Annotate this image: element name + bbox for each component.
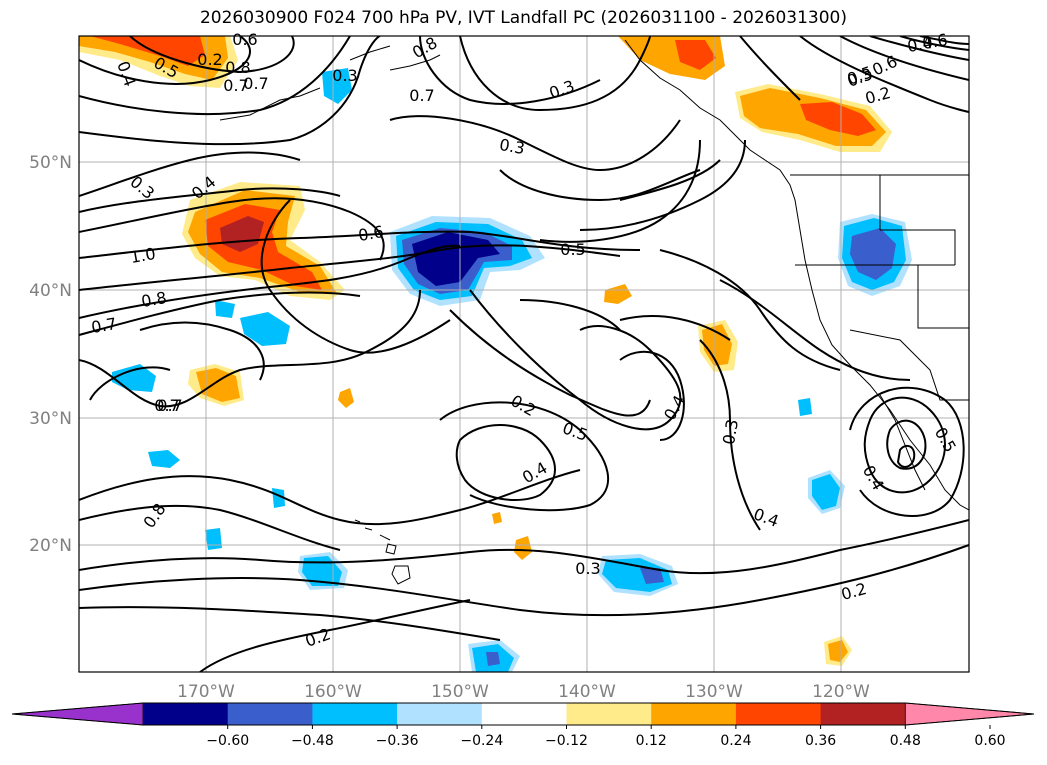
colorbar-segment — [820, 703, 906, 725]
lon-label: 170°W — [177, 682, 235, 702]
contour-label: 0.3 — [332, 66, 357, 85]
contour-label: 0.7 — [409, 86, 434, 105]
contour-label: 0.2 — [197, 50, 222, 69]
colorbar: −0.60 −0.48 −0.36 −0.24 −0.12 0.12 0.24 0.36 0.4… — [11, 702, 1035, 749]
colorbar-tick-label: −0.12 — [545, 733, 588, 749]
graticule — [79, 36, 969, 672]
map-frame — [78, 35, 970, 673]
lat-label: 20°N — [29, 536, 72, 556]
colorbar-segment — [312, 703, 398, 725]
contour-label: 0.6 — [232, 30, 257, 49]
colorbar-tick-label: −0.60 — [206, 733, 249, 749]
lon-label: 160°W — [304, 682, 362, 702]
colorbar-segment — [566, 703, 652, 725]
contour-label: 0.7 — [243, 74, 268, 93]
contour-label: 0.6 — [357, 222, 385, 245]
contour-label: 0.7 — [223, 76, 248, 95]
colorbar-segment — [735, 703, 822, 725]
lon-label: 140°W — [558, 682, 616, 702]
colorbar-tick-label: 0.36 — [805, 733, 836, 749]
contour-label: 0.3 — [575, 559, 600, 578]
contour-label: 0.7 — [90, 314, 118, 337]
contour-label: 0.4 — [906, 33, 934, 56]
lat-label: 40°N — [29, 281, 72, 301]
contour-label: 0.8 — [225, 58, 250, 77]
map-title: 2026030900 F024 700 hPa PV, IVT Landfall… — [199, 8, 847, 28]
colorbar-segment — [227, 703, 313, 725]
lon-axis: 170°W 160°W 150°W 140°W 130°W 120°W — [177, 682, 870, 702]
contour-label: 1.0 — [129, 244, 157, 267]
lon-label: 120°W — [812, 682, 870, 702]
contour-label: 0.7 — [157, 396, 182, 415]
colorbar-tick-label: −0.36 — [376, 733, 419, 749]
colorbar-extend-high — [904, 702, 1035, 726]
lat-label: 50°N — [29, 153, 72, 173]
colorbar-segment — [481, 703, 567, 725]
colorbar-tick-label: 0.12 — [636, 733, 667, 749]
contour-label: 0.3 — [719, 418, 742, 446]
colorbar-tick-label: −0.24 — [460, 733, 503, 749]
lat-label: 30°N — [29, 409, 72, 429]
colorbar-extend-low — [11, 702, 144, 726]
pv-contours — [79, 36, 969, 672]
colorbar-tick-label: −0.48 — [291, 733, 334, 749]
contour-label: 0.3 — [498, 135, 526, 158]
lat-axis: 50°N 40°N 30°N 20°N — [29, 153, 72, 556]
colorbar-tick-label: 0.24 — [720, 733, 751, 749]
lon-label: 150°W — [431, 682, 489, 702]
colorbar-tick-label: 0.60 — [974, 733, 1005, 749]
contour-label: 0.8 — [140, 288, 168, 311]
lon-label: 130°W — [685, 682, 743, 702]
colorbar-segment — [651, 703, 737, 725]
colorbar-tick-label: 0.48 — [890, 733, 921, 749]
contour-label: 0.5 — [560, 240, 585, 259]
colorbar-segment — [143, 703, 229, 725]
colorbar-segment — [397, 703, 483, 725]
contour-label: 0.7 — [154, 396, 179, 415]
